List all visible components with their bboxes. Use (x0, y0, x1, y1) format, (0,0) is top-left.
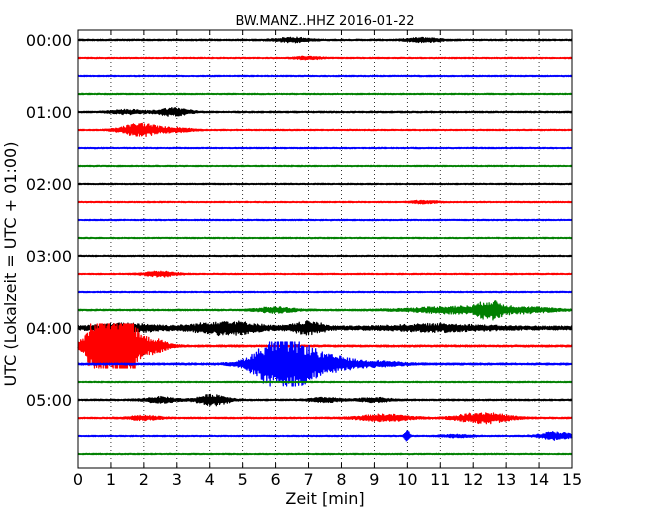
trace-0230 (77, 218, 573, 222)
y-tick-label: 01:00 (26, 103, 72, 122)
trace-0330 (77, 290, 573, 294)
x-tick-label: 10 (397, 470, 417, 489)
trace-0530 (77, 430, 573, 442)
x-tick-label: 1 (106, 470, 116, 489)
chart-title: BW.MANZ..HHZ 2016-01-22 (235, 14, 414, 29)
x-tick-label: 0 (73, 470, 83, 489)
x-tick-label: 7 (303, 470, 313, 489)
y-axis-label: UTC (Lokalzeit = UTC + 01:00) (1, 142, 20, 387)
trace-0300 (77, 254, 573, 258)
trace-0445 (77, 380, 573, 384)
x-tick-label: 6 (271, 470, 281, 489)
trace-0100 (77, 106, 573, 117)
trace-0315 (77, 270, 573, 278)
y-tick-label: 00:00 (26, 31, 72, 50)
trace-0215 (77, 199, 573, 205)
y-tick-label: 04:00 (26, 319, 72, 338)
plot-frame (77, 29, 573, 469)
x-tick-label: 14 (529, 470, 549, 489)
trace-0545 (77, 452, 573, 456)
x-tick-label: 8 (336, 470, 346, 489)
trace-0345 (77, 300, 573, 321)
x-tick-label: 15 (562, 470, 582, 489)
trace-0515 (77, 412, 573, 425)
trace-0500 (77, 393, 573, 407)
x-tick-label: 9 (369, 470, 379, 489)
y-tick-label: 03:00 (26, 247, 72, 266)
y-axis: 00:00 01:00 02:00 03:00 04:00 05:00 (26, 31, 83, 410)
x-tick-label: 13 (496, 470, 516, 489)
x-tick-label: 3 (172, 470, 182, 489)
trace-0400 (77, 320, 573, 337)
trace-0430 (77, 341, 573, 387)
trace-0245 (77, 236, 573, 240)
trace-0000 (77, 36, 573, 44)
x-axis: 0 1 2 3 4 5 6 7 8 9 10 11 12 13 14 15 (73, 30, 582, 489)
trace-0415 (77, 323, 573, 369)
seismic-traces (77, 36, 573, 456)
trace-0115 (77, 122, 573, 137)
trace-0200 (77, 182, 573, 186)
x-tick-label: 12 (463, 470, 483, 489)
x-axis-label: Zeit [min] (285, 489, 364, 508)
trace-0030 (77, 74, 573, 78)
y-tick-label: 05:00 (26, 391, 72, 410)
x-tick-label: 11 (430, 470, 450, 489)
x-tick-label: 2 (139, 470, 149, 489)
trace-0145 (77, 164, 573, 168)
x-tick-label: 4 (205, 470, 215, 489)
x-tick-label: 5 (238, 470, 248, 489)
y-tick-label: 02:00 (26, 175, 72, 194)
trace-0045 (77, 92, 573, 96)
trace-0130 (77, 146, 573, 150)
trace-0015 (77, 55, 573, 61)
